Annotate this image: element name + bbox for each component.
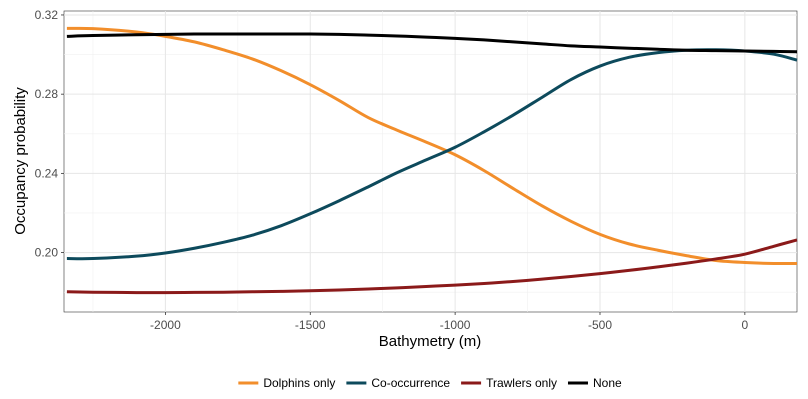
legend-item-co-occurrence: Co-occurrence xyxy=(346,376,450,390)
legend: Dolphins only Co-occurrence Trawlers only N… xyxy=(238,376,622,390)
y-tick-label: 0.24 xyxy=(35,166,59,180)
x-tick-label: -1500 xyxy=(295,318,326,332)
y-tick-label: 0.28 xyxy=(35,87,59,101)
legend-item-trawlers-only: Trawlers only xyxy=(461,376,557,390)
legend-label-none: None xyxy=(593,376,622,390)
legend-label-co-occurrence: Co-occurrence xyxy=(371,376,450,390)
series-layer xyxy=(66,26,798,295)
y-tick-label: 0.32 xyxy=(35,8,59,22)
series-line-dolphins-only xyxy=(66,26,798,266)
x-axis: -2000 -1500 -1000 -500 0 xyxy=(150,312,749,332)
series-line-trawlers-only xyxy=(66,238,798,295)
legend-item-dolphins-only: Dolphins only xyxy=(238,376,335,390)
y-axis: 0.20 0.24 0.28 0.32 xyxy=(35,8,64,260)
x-tick-label: -500 xyxy=(588,318,612,332)
series-line-none xyxy=(66,32,798,54)
legend-label-trawlers-only: Trawlers only xyxy=(486,376,557,390)
legend-item-none: None xyxy=(567,376,622,390)
x-tick-label: 0 xyxy=(742,318,749,332)
y-tick-label: 0.20 xyxy=(35,246,59,260)
y-axis-title: Occupancy probability xyxy=(12,87,29,235)
plot-panel xyxy=(63,10,798,313)
x-axis-title: Bathymetry (m) xyxy=(379,333,482,350)
x-tick-label: -1000 xyxy=(440,318,471,332)
legend-label-dolphins-only: Dolphins only xyxy=(263,376,335,390)
x-tick-label: -2000 xyxy=(150,318,181,332)
